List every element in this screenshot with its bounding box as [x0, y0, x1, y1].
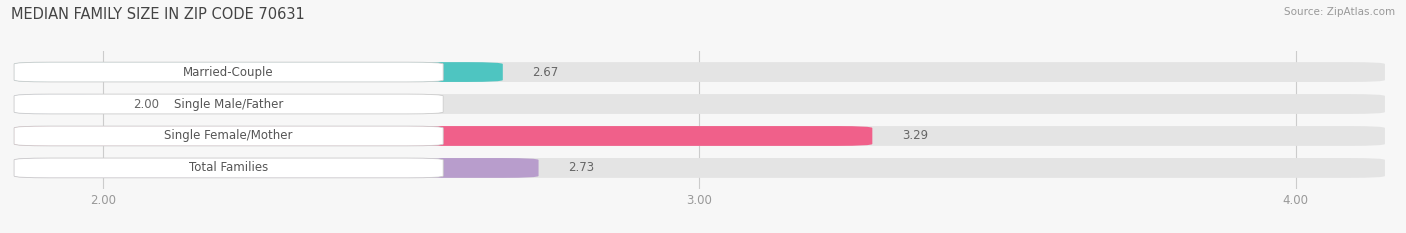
Text: 3.29: 3.29 [903, 130, 928, 143]
Text: Single Male/Father: Single Male/Father [174, 97, 284, 110]
FancyBboxPatch shape [14, 158, 443, 178]
FancyBboxPatch shape [14, 126, 1385, 146]
FancyBboxPatch shape [14, 126, 872, 146]
FancyBboxPatch shape [14, 158, 1385, 178]
FancyBboxPatch shape [14, 94, 1385, 114]
Text: 2.00: 2.00 [134, 97, 159, 110]
Text: 2.67: 2.67 [533, 65, 558, 79]
Text: 2.73: 2.73 [568, 161, 595, 175]
Text: Source: ZipAtlas.com: Source: ZipAtlas.com [1284, 7, 1395, 17]
FancyBboxPatch shape [14, 94, 104, 114]
Text: Total Families: Total Families [188, 161, 269, 175]
FancyBboxPatch shape [14, 62, 443, 82]
FancyBboxPatch shape [14, 94, 443, 114]
Text: Single Female/Mother: Single Female/Mother [165, 130, 292, 143]
Text: MEDIAN FAMILY SIZE IN ZIP CODE 70631: MEDIAN FAMILY SIZE IN ZIP CODE 70631 [11, 7, 305, 22]
FancyBboxPatch shape [14, 62, 503, 82]
FancyBboxPatch shape [14, 62, 1385, 82]
FancyBboxPatch shape [14, 126, 443, 146]
FancyBboxPatch shape [14, 158, 538, 178]
Text: Married-Couple: Married-Couple [183, 65, 274, 79]
